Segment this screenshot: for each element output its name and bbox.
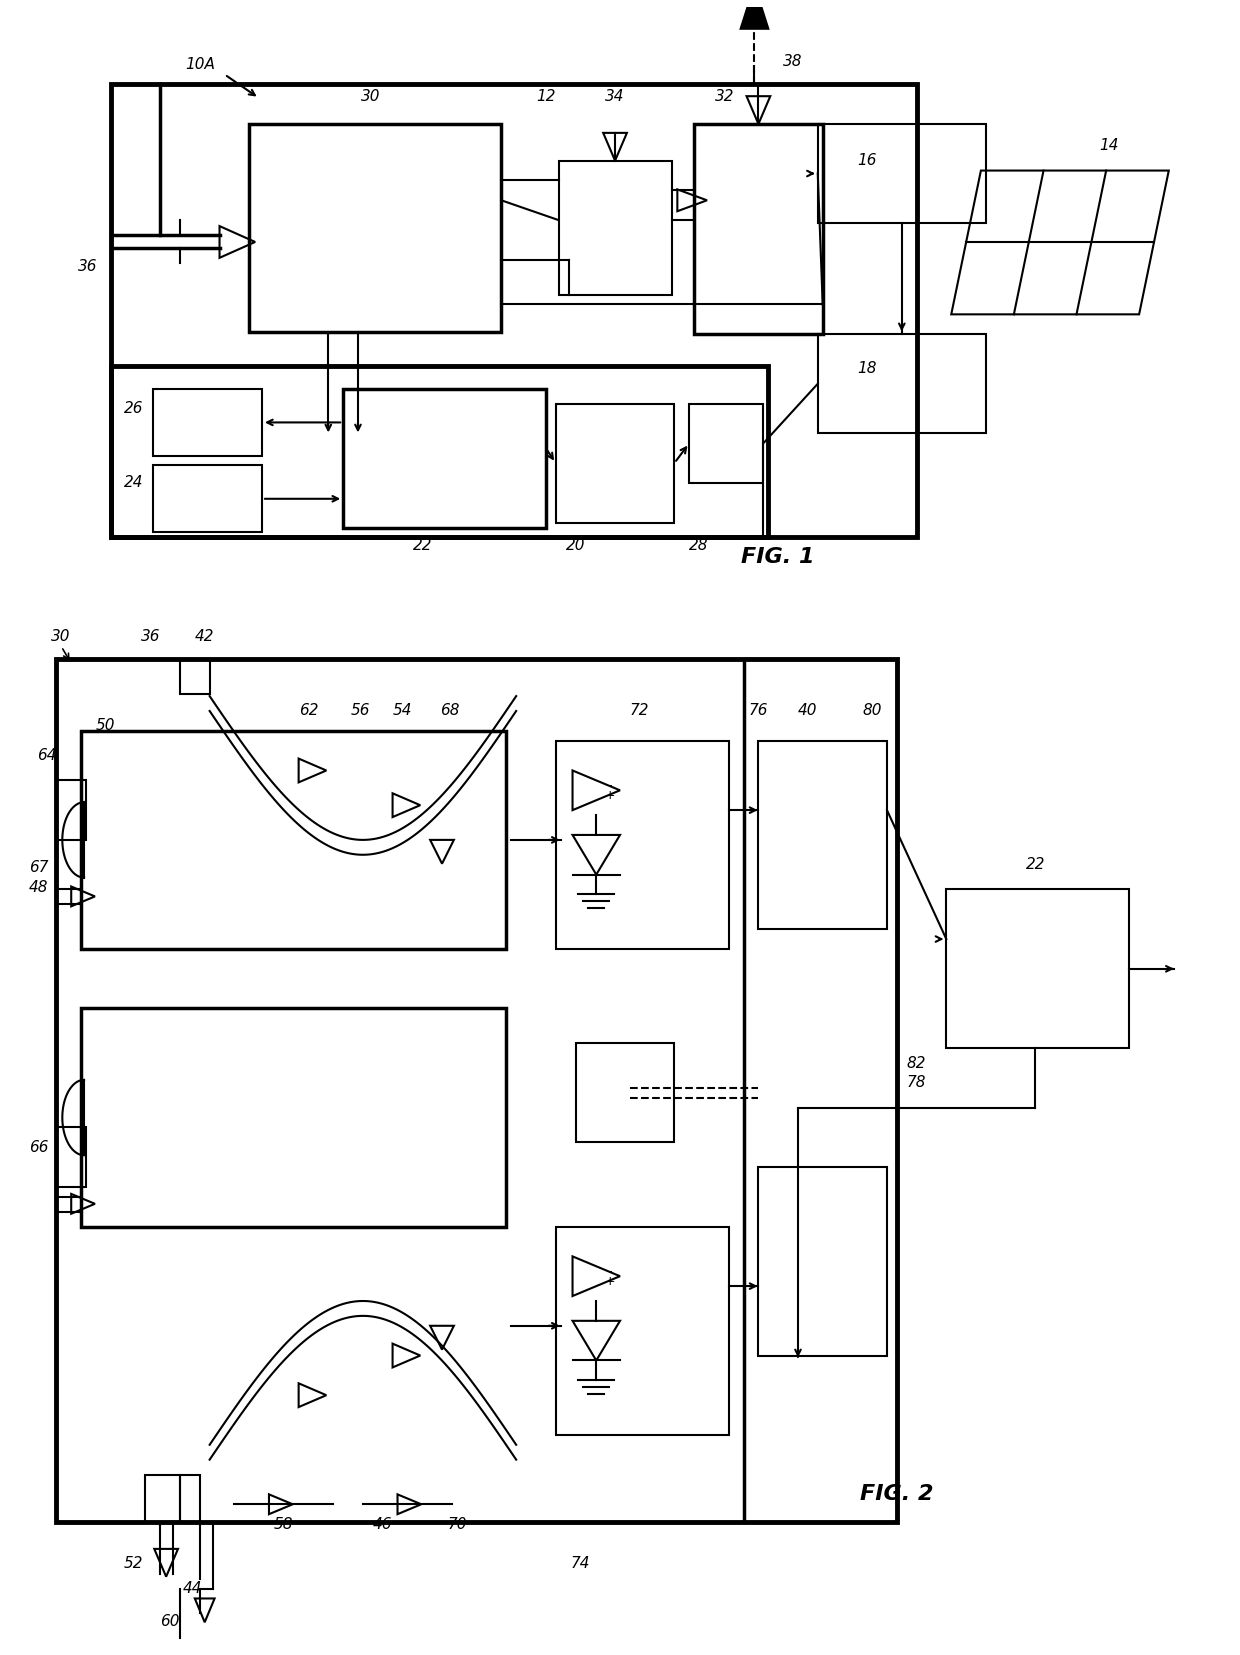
Text: +: + <box>605 789 615 801</box>
Bar <box>56 1127 86 1187</box>
Text: 34: 34 <box>605 89 625 104</box>
Text: 58: 58 <box>274 1516 294 1531</box>
Text: 68: 68 <box>440 703 460 718</box>
Text: 82: 82 <box>906 1056 926 1071</box>
Bar <box>575 1043 675 1142</box>
Bar <box>180 659 210 693</box>
Bar <box>154 389 262 457</box>
Bar <box>556 741 729 948</box>
Bar <box>56 659 897 1523</box>
Text: 60: 60 <box>160 1614 180 1629</box>
Bar <box>759 741 887 928</box>
Bar <box>556 404 675 523</box>
Text: 36: 36 <box>140 629 160 644</box>
Text: 40: 40 <box>799 703 817 718</box>
Text: 22: 22 <box>413 538 432 553</box>
Text: 56: 56 <box>351 703 371 718</box>
Text: 20: 20 <box>565 538 585 553</box>
Text: 28: 28 <box>689 538 709 553</box>
Text: 26: 26 <box>124 401 144 415</box>
Bar <box>154 465 262 533</box>
Bar <box>817 334 986 434</box>
Text: 12: 12 <box>536 89 556 104</box>
Bar <box>343 389 546 528</box>
Bar <box>759 1167 887 1355</box>
Text: 32: 32 <box>715 89 734 104</box>
Text: 78: 78 <box>906 1076 926 1091</box>
Text: 67: 67 <box>29 861 48 875</box>
Text: 46: 46 <box>373 1516 392 1531</box>
Text: -: - <box>608 1264 613 1278</box>
Text: 42: 42 <box>195 629 215 644</box>
Text: FIG. 1: FIG. 1 <box>742 548 815 568</box>
Text: 24: 24 <box>124 475 144 490</box>
Text: 16: 16 <box>857 154 877 169</box>
Text: 50: 50 <box>95 718 115 733</box>
Text: +: + <box>605 1274 615 1288</box>
Bar <box>56 781 86 839</box>
Text: 74: 74 <box>570 1556 590 1571</box>
Text: 48: 48 <box>29 880 48 895</box>
Bar <box>559 161 672 295</box>
Bar <box>249 124 501 333</box>
Text: 30: 30 <box>51 629 71 644</box>
Bar <box>180 1475 200 1523</box>
Bar <box>110 366 769 538</box>
Text: 36: 36 <box>78 260 98 275</box>
Bar <box>689 404 764 483</box>
Bar <box>817 124 986 223</box>
Polygon shape <box>740 0 769 28</box>
Text: 18: 18 <box>857 361 877 376</box>
Bar <box>145 1475 180 1523</box>
Text: 62: 62 <box>299 703 319 718</box>
Text: 54: 54 <box>393 703 412 718</box>
Text: 38: 38 <box>784 55 802 70</box>
Text: -: - <box>608 780 613 791</box>
Bar <box>694 124 822 334</box>
Bar <box>110 84 916 538</box>
Bar <box>946 889 1130 1048</box>
Bar <box>81 732 506 948</box>
Text: 22: 22 <box>1025 857 1045 872</box>
Text: 76: 76 <box>749 703 769 718</box>
Text: 14: 14 <box>1100 139 1120 154</box>
Text: FIG. 2: FIG. 2 <box>861 1485 934 1504</box>
Text: 64: 64 <box>37 748 56 763</box>
Text: 30: 30 <box>361 89 381 104</box>
Text: 10A: 10A <box>185 56 215 71</box>
Bar <box>81 1008 506 1226</box>
Text: 80: 80 <box>862 703 882 718</box>
Text: 70: 70 <box>448 1516 466 1531</box>
Text: 66: 66 <box>29 1140 48 1155</box>
Text: 52: 52 <box>124 1556 144 1571</box>
Text: 44: 44 <box>184 1581 202 1595</box>
Bar <box>556 1226 729 1435</box>
Text: 72: 72 <box>630 703 650 718</box>
